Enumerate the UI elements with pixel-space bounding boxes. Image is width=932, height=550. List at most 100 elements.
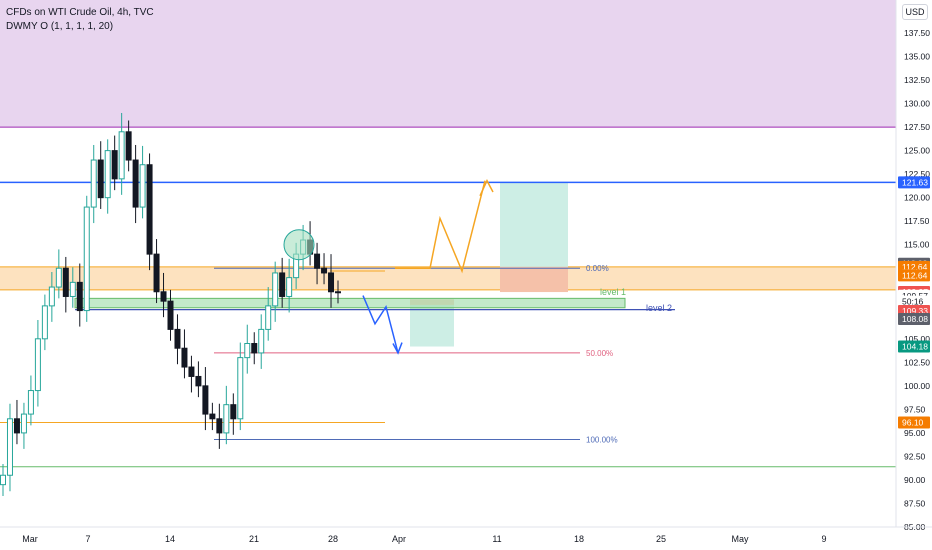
bullish-arrow-head (479, 179, 494, 197)
y-tick-label: 102.50 (904, 357, 930, 367)
candle-body (76, 281, 83, 312)
y-tick-label: 87.50 (904, 498, 926, 508)
candle-body (335, 291, 341, 294)
price-label-box (898, 416, 930, 429)
indicator-label: DWMY O (1, 1, 1, 1, 20) (6, 21, 114, 32)
candle-body (0, 474, 6, 486)
candle-body (153, 253, 160, 293)
candle-body (104, 150, 111, 199)
candle-body (146, 164, 153, 255)
fib-0-label: 0.00% (586, 264, 609, 273)
candle-body (328, 272, 335, 293)
bearish-arrow-head (392, 342, 403, 355)
y-tick-label: 105.00 (904, 334, 930, 344)
price-label-box (898, 313, 930, 326)
candle-body (216, 418, 223, 434)
chart-title: CFDs on WTI Crude Oil, 4h, TVC (6, 7, 154, 18)
price-label: 108.08 (902, 314, 928, 324)
fib-100-label: 100.00% (586, 435, 618, 444)
price-label: 104.18 (902, 342, 928, 352)
candle-body (83, 206, 90, 312)
y-tick-label: 127.50 (904, 122, 930, 132)
y-tick-label: 125.00 (904, 146, 930, 156)
chart-header: CFDs on WTI Crude Oil, 4h, TVC DWMY O (1… (6, 6, 154, 34)
long-stop-zone (500, 266, 568, 293)
candle-body (48, 286, 55, 307)
y-tick-label: 90.00 (904, 475, 926, 485)
currency-button[interactable]: USD (902, 4, 928, 20)
highlight-circle (283, 229, 315, 261)
level-1-label: level 1 (600, 287, 626, 297)
candle-body (251, 343, 258, 354)
y-tick-label: 132.50 (904, 75, 930, 85)
bullish-projection-path (395, 180, 486, 274)
x-tick-label: Mar (22, 534, 38, 544)
candle-body (244, 343, 251, 359)
candle-body (6, 418, 13, 476)
candle-body (90, 159, 97, 208)
x-tick-label: 11 (492, 534, 501, 544)
candle-body (209, 413, 216, 420)
candle-body (62, 267, 69, 297)
fib-50-label: 50.00% (586, 349, 613, 358)
y-tick-label: 97.50 (904, 404, 926, 414)
y-tick-label: 130.00 (904, 99, 930, 109)
y-tick-label: 95.00 (904, 428, 926, 438)
price-label-box (898, 176, 930, 189)
x-tick-label: 28 (328, 534, 338, 544)
candle-body (160, 291, 167, 302)
candle-body (20, 413, 27, 434)
candle-body (41, 305, 48, 340)
level-1-zone (74, 297, 626, 309)
price-label: 96.10 (902, 418, 924, 428)
candle-body (13, 418, 20, 434)
candle-body (125, 131, 132, 161)
x-tick-label: 25 (656, 534, 666, 544)
candle-body (286, 277, 293, 297)
y-tick-label: 122.50 (904, 169, 930, 179)
price-label: 112.64 (902, 262, 928, 272)
candle-body (279, 272, 286, 297)
y-tick-label: 115.00 (904, 240, 930, 250)
x-tick-label: Apr (392, 534, 406, 544)
candle-body (195, 375, 202, 387)
candle-body (258, 328, 265, 354)
price-label: 121.63 (902, 177, 928, 187)
y-tick-label: 100.00 (904, 381, 930, 391)
candle-body (174, 328, 181, 349)
candle-body (167, 300, 174, 330)
bearish-projection-path (362, 295, 399, 354)
x-tick-label: 21 (249, 534, 259, 544)
supply-zone-orange (0, 266, 896, 290)
y-tick-label: 117.50 (904, 216, 930, 226)
candle-body (223, 404, 230, 434)
price-label: 50:16 (902, 297, 924, 307)
x-tick-label: May (731, 534, 749, 544)
y-tick-label: 135.00 (904, 52, 930, 62)
candle-body (132, 159, 139, 208)
candle-body (55, 267, 62, 288)
price-label: 109.33 (902, 306, 928, 316)
candle-body (111, 150, 118, 180)
price-label-box (898, 269, 930, 282)
candle-body (69, 281, 76, 297)
long-target-zone (500, 182, 568, 267)
candle-body (118, 131, 125, 180)
candle-body (202, 385, 209, 415)
x-tick-label: 7 (85, 534, 90, 544)
price-label: 112.64 (902, 270, 928, 280)
candle-body (272, 272, 279, 307)
y-tick-label: 137.50 (904, 28, 930, 38)
candle-body (97, 159, 104, 199)
price-label-box (898, 340, 930, 353)
y-tick-label: 92.50 (904, 451, 926, 461)
price-label-box (898, 295, 930, 308)
candle-body (314, 253, 321, 269)
candle-body (237, 357, 244, 420)
candle-body (265, 305, 272, 330)
candle-body (230, 404, 237, 420)
y-tick-label: 120.00 (904, 193, 930, 203)
x-tick-label: 9 (821, 534, 826, 544)
candle-body (188, 366, 195, 377)
